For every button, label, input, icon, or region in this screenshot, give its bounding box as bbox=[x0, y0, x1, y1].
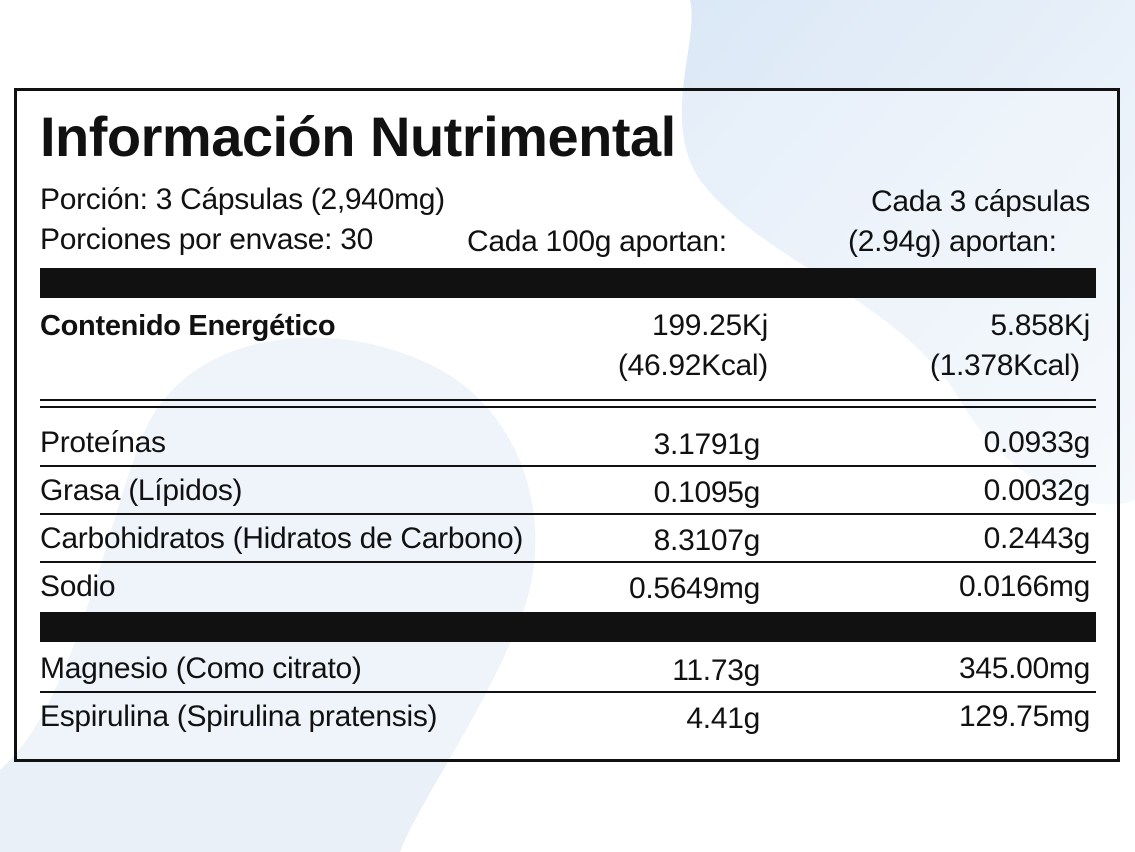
blob bbox=[681, 0, 1135, 505]
column-header: Cada 100g aportan: bbox=[467, 225, 727, 258]
rule bbox=[40, 399, 1096, 401]
nutrient-value: 4.41g bbox=[686, 702, 760, 735]
nutrient-value: 3.1791g bbox=[653, 428, 761, 461]
nutrient-label: Espirulina (Spirulina pratensis) bbox=[40, 700, 438, 733]
nutrient-value: 129.75mg bbox=[958, 700, 1090, 733]
row-rule bbox=[40, 513, 1096, 515]
nutrient-value: 0.1095g bbox=[653, 476, 761, 509]
divider-bar bbox=[40, 612, 1096, 642]
column-header: (2.94g) aportan: bbox=[848, 225, 1057, 258]
label-box bbox=[14, 88, 1120, 762]
nutrient-label: Magnesio (Como citrato) bbox=[40, 652, 362, 685]
nutrient-label: Proteínas bbox=[40, 426, 166, 459]
row-rule bbox=[40, 561, 1096, 563]
title: Información Nutrimental bbox=[40, 105, 676, 168]
serving: Porción: 3 Cápsulas (2,940mg) bbox=[40, 183, 445, 216]
energy-value: 5.858Kj bbox=[990, 309, 1090, 342]
divider-bar bbox=[40, 268, 1096, 298]
row-rule bbox=[40, 465, 1096, 467]
energy-label: Contenido Energético bbox=[40, 310, 336, 342]
nutrient-label: Grasa (Lípidos) bbox=[40, 474, 243, 507]
nutrient-value: 0.0933g bbox=[983, 426, 1091, 459]
nutrient-value: 8.3107g bbox=[653, 524, 761, 557]
row-rule bbox=[40, 691, 1096, 693]
nutrient-value: 0.2443g bbox=[983, 522, 1091, 555]
nutrient-value: 345.00mg bbox=[958, 652, 1090, 685]
servings-per-container: Porciones por envase: 30 bbox=[40, 223, 374, 256]
energy-value: (1.378Kcal) bbox=[929, 349, 1080, 382]
nutrient-label: Carbohidratos (Hidratos de Carbono) bbox=[40, 522, 524, 555]
nutrient-value: 0.0032g bbox=[983, 474, 1091, 507]
nutrient-value: 11.73g bbox=[672, 654, 760, 687]
nutrient-value: 0.0166mg bbox=[958, 570, 1090, 603]
column-header: Cada 3 cápsulas bbox=[871, 185, 1090, 218]
energy-value: 199.25Kj bbox=[651, 309, 768, 342]
rule bbox=[40, 406, 1096, 408]
nutrient-label: Sodio bbox=[40, 570, 116, 603]
nutrient-value: 0.5649mg bbox=[628, 572, 760, 605]
energy-value: (46.92Kcal) bbox=[617, 349, 768, 382]
